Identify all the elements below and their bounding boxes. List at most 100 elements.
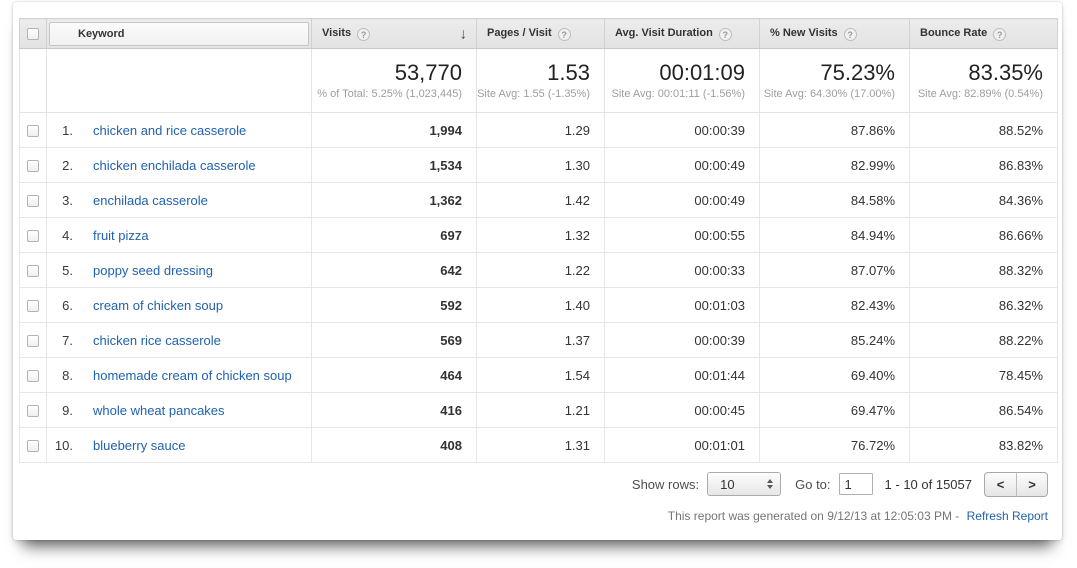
row-checkbox[interactable] — [27, 335, 39, 348]
visits-cell: 1,362 — [311, 182, 477, 218]
table-body: 1. chicken and rice casserole 1,994 1.29 … — [19, 112, 1058, 463]
keyword-link[interactable]: chicken rice casserole — [93, 332, 221, 348]
keyword-link[interactable]: fruit pizza — [93, 227, 149, 243]
help-icon[interactable]: ? — [718, 27, 732, 41]
refresh-report-link[interactable]: Refresh Report — [966, 509, 1048, 523]
summary-checkbox-cell — [19, 48, 47, 113]
row-rank: 4. — [62, 227, 73, 243]
bounce-rate-cell: 84.36% — [909, 182, 1058, 218]
row-checkbox[interactable] — [27, 125, 39, 138]
new-visits-cell: 82.99% — [759, 147, 910, 183]
row-checkbox-cell — [19, 252, 47, 288]
pages-visit-cell: 1.42 — [476, 182, 605, 218]
avg-duration-cell: 00:00:39 — [604, 112, 760, 148]
bounce-rate-cell: 86.54% — [909, 392, 1058, 428]
chevron-left-icon: < — [996, 476, 1005, 492]
keyword-link[interactable]: whole wheat pancakes — [93, 402, 225, 418]
pages-visit-cell: 1.31 — [476, 427, 605, 463]
pagination-bar: Show rows: 10 Go to: 1 - 10 of 15057 < > — [13, 471, 1048, 497]
pages-visit-cell: 1.29 — [476, 112, 605, 148]
bounce-rate-cell: 86.32% — [909, 287, 1058, 323]
new-visits-cell: 76.72% — [759, 427, 910, 463]
keyword-link[interactable]: chicken enchilada casserole — [93, 157, 256, 173]
column-header-new-visits[interactable]: % New Visits? — [759, 18, 910, 49]
summary-new-visits-cell: 75.23% Site Avg: 64.30% (17.00%) — [759, 48, 910, 113]
row-checkbox[interactable] — [27, 405, 39, 418]
new-visits-cell: 84.58% — [759, 182, 910, 218]
sort-descending-icon: ↓ — [459, 25, 468, 42]
keyword-link[interactable]: cream of chicken soup — [93, 297, 224, 313]
avg-duration-cell: 00:00:39 — [604, 322, 760, 358]
row-checkbox[interactable] — [27, 370, 39, 383]
keyword-cell: 4. fruit pizza — [46, 217, 312, 253]
pages-visit-cell: 1.40 — [476, 287, 605, 323]
avg-duration-total: 00:01:09 — [659, 60, 745, 86]
avg-duration-total-note: Site Avg: 00:01:11 (-1.56%) — [611, 87, 745, 100]
new-visits-column-label: % New Visits — [770, 26, 838, 39]
keyword-cell: 3. enchilada casserole — [46, 182, 312, 218]
keyword-link[interactable]: enchilada casserole — [93, 192, 208, 208]
keyword-link[interactable]: poppy seed dressing — [93, 262, 213, 278]
summary-row: 53,770 % of Total: 5.25% (1,023,445) 1.5… — [19, 48, 1058, 113]
prev-page-button[interactable]: < — [984, 471, 1016, 497]
visits-cell: 592 — [311, 287, 477, 323]
table-row: 4. fruit pizza 697 1.32 00:00:55 84.94% 8… — [19, 217, 1058, 253]
row-rank: 8. — [62, 367, 73, 383]
visits-cell: 697 — [311, 217, 477, 253]
row-checkbox-cell — [19, 392, 47, 428]
new-visits-cell: 87.86% — [759, 112, 910, 148]
bounce-rate-cell: 88.32% — [909, 252, 1058, 288]
keyword-link[interactable]: homemade cream of chicken soup — [93, 367, 292, 383]
avg-duration-cell: 00:00:55 — [604, 217, 760, 253]
avg-duration-cell: 00:00:49 — [604, 182, 760, 218]
row-checkbox[interactable] — [27, 230, 39, 243]
new-visits-cell: 82.43% — [759, 287, 910, 323]
row-rank: 2. — [62, 157, 73, 173]
column-header-avg-visit-duration[interactable]: Avg. Visit Duration? — [604, 18, 760, 49]
select-all-checkbox[interactable] — [27, 27, 39, 40]
column-header-pages-visit[interactable]: Pages / Visit? — [476, 18, 605, 49]
row-checkbox[interactable] — [27, 300, 39, 313]
pages-visit-cell: 1.54 — [476, 357, 605, 393]
row-checkbox[interactable] — [27, 440, 39, 453]
help-icon[interactable]: ? — [843, 27, 857, 41]
pages-visit-total-note: Site Avg: 1.55 (-1.35%) — [477, 87, 590, 100]
bounce-rate-cell: 78.45% — [909, 357, 1058, 393]
help-icon[interactable]: ? — [357, 27, 371, 41]
summary-pages-visit-cell: 1.53 Site Avg: 1.55 (-1.35%) — [476, 48, 605, 113]
goto-page-input[interactable] — [838, 473, 873, 495]
show-rows-select[interactable]: 10 — [707, 472, 782, 496]
keyword-link[interactable]: blueberry sauce — [93, 437, 186, 453]
row-checkbox[interactable] — [27, 195, 39, 208]
table-row: 8. homemade cream of chicken soup 464 1.5… — [19, 357, 1058, 393]
column-header-visits[interactable]: Visits? ↓ — [311, 18, 477, 49]
row-checkbox[interactable] — [27, 265, 39, 278]
column-header-keyword-cell: Keyword — [46, 18, 312, 49]
pages-visit-column-label: Pages / Visit — [487, 26, 552, 39]
new-visits-cell: 85.24% — [759, 322, 910, 358]
next-page-button[interactable]: > — [1016, 471, 1048, 497]
report-generated-text: This report was generated on 9/12/13 at … — [667, 509, 960, 523]
row-checkbox-cell — [19, 427, 47, 463]
table-row: 2. chicken enchilada casserole 1,534 1.30… — [19, 147, 1058, 183]
header-row: Keyword Visits? ↓ Pages / Visit? Avg. Vi… — [19, 18, 1058, 49]
column-header-bounce-rate[interactable]: Bounce Rate? — [909, 18, 1058, 49]
goto-label: Go to: — [795, 476, 831, 492]
column-header-keyword[interactable]: Keyword — [49, 21, 309, 46]
keyword-link[interactable]: chicken and rice casserole — [93, 122, 247, 138]
keyword-cell: 9. whole wheat pancakes — [46, 392, 312, 428]
bounce-rate-column-label: Bounce Rate — [920, 26, 988, 39]
table-row: 1. chicken and rice casserole 1,994 1.29 … — [19, 112, 1058, 148]
pages-visit-cell: 1.22 — [476, 252, 605, 288]
help-icon[interactable]: ? — [993, 27, 1007, 41]
avg-duration-column-label: Avg. Visit Duration — [615, 26, 713, 39]
row-checkbox-cell — [19, 322, 47, 358]
help-icon[interactable]: ? — [557, 27, 571, 41]
keyword-column-label: Keyword — [78, 27, 125, 40]
bounce-rate-cell: 88.52% — [909, 112, 1058, 148]
row-checkbox-cell — [19, 357, 47, 393]
show-rows-value: 10 — [720, 476, 735, 492]
keywords-table: Keyword Visits? ↓ Pages / Visit? Avg. Vi… — [19, 18, 1058, 463]
row-checkbox[interactable] — [27, 160, 39, 173]
table-row: 3. enchilada casserole 1,362 1.42 00:00:4… — [19, 182, 1058, 218]
